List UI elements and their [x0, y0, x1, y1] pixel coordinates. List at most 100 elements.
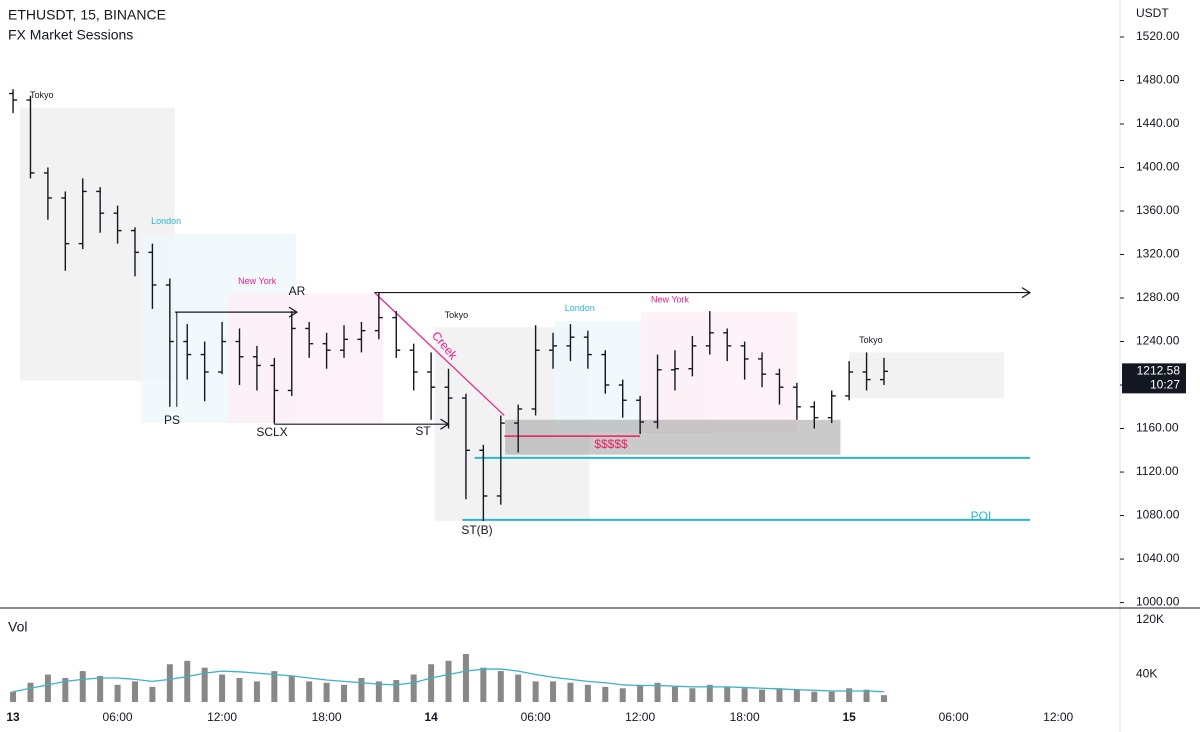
ohlc-bar: [322, 332, 331, 369]
volume-bar: [793, 689, 800, 702]
ohlc-bar: [601, 350, 610, 394]
volume-bar: [602, 686, 609, 702]
volume-bar: [97, 675, 104, 702]
ohlc-bar: [879, 357, 888, 386]
volume-bar: [219, 674, 226, 702]
ohlc-bar: [287, 311, 296, 396]
x-tick-label: 18:00: [730, 710, 760, 724]
ohlc-bar: [496, 415, 505, 505]
volume-bar: [619, 688, 626, 702]
ohlc-bar: [670, 350, 679, 391]
ohlc-bar: [427, 352, 436, 420]
ohlc-bar: [26, 95, 35, 179]
ohlc-bar: [566, 324, 575, 362]
volume-tick-label: 120K: [1136, 612, 1164, 626]
y-tick-label: 1000.00: [1136, 595, 1180, 609]
ohlc-bar: [357, 321, 366, 353]
ohlc-bar: [461, 393, 470, 500]
volume-bar: [323, 682, 330, 702]
x-tick-label: 06:00: [103, 710, 133, 724]
volume-bar: [393, 680, 400, 702]
volume-bar: [811, 691, 818, 702]
x-tick-label: 12:00: [1043, 710, 1073, 724]
volume-bar: [671, 686, 678, 702]
y-tick-label: 1480.00: [1136, 73, 1180, 87]
ohlc-bar: [618, 379, 627, 418]
demand-zone: [505, 419, 841, 455]
annotation: POI: [971, 509, 992, 523]
session-label: New York: [651, 295, 690, 305]
ohlc-bar: [340, 325, 349, 358]
volume-bar: [184, 660, 191, 702]
volume-bar: [288, 675, 295, 702]
y-tick-label: 1080.00: [1136, 508, 1180, 522]
ohlc-bar: [113, 205, 122, 244]
annotation: ST(B): [461, 523, 492, 537]
volume-ma: [12, 668, 885, 693]
annotation: AR: [289, 284, 306, 298]
last-price-label: 1212.58: [1137, 364, 1181, 378]
y-tick-label: 1400.00: [1136, 160, 1180, 174]
annotation: ST: [415, 424, 431, 438]
volume-bar: [445, 660, 452, 702]
volume-bar: [880, 695, 887, 702]
x-tick-label: 14: [424, 710, 438, 724]
volume-bar: [724, 686, 731, 702]
volume-bar: [236, 677, 243, 702]
volume-bar: [410, 674, 417, 702]
volume-bar: [79, 671, 86, 702]
ohlc-bar: [148, 243, 157, 309]
volume-bar: [375, 681, 382, 702]
x-tick-label: 18:00: [312, 710, 342, 724]
last-price-box: [1122, 363, 1186, 394]
volume-bar: [27, 682, 34, 702]
ohlc-bar: [514, 404, 523, 453]
volume-bar: [253, 681, 260, 702]
session-box: [849, 352, 1005, 399]
ohlc-bar: [845, 361, 854, 401]
ohlc-bar: [531, 325, 540, 416]
annotation: PS: [164, 413, 180, 427]
ohlc-bar: [165, 278, 174, 407]
x-tick-label: 12:00: [625, 710, 655, 724]
session-box: [228, 293, 384, 424]
indicator-name: FX Market Sessions: [8, 27, 133, 43]
y-tick-label: 1440.00: [1136, 116, 1180, 130]
ohlc-bar: [252, 345, 261, 391]
ohlc-bar: [78, 178, 87, 250]
y-tick-label: 1160.00: [1136, 421, 1179, 435]
volume-bar: [62, 677, 69, 702]
y-tick-label: 1240.00: [1136, 334, 1180, 348]
y-axis-label: USDT: [1136, 6, 1169, 20]
ohlc-bar: [43, 167, 52, 220]
ohlc-bar: [270, 357, 279, 424]
volume-bar: [846, 688, 853, 702]
countdown-label: 10:27: [1150, 378, 1180, 392]
ohlc-bar: [810, 401, 819, 429]
ohlc-bar: [305, 321, 314, 358]
volume-bar: [271, 671, 278, 702]
ohlc-bar: [549, 332, 558, 369]
ohlc-bar: [200, 341, 209, 402]
volume-bar: [497, 671, 504, 702]
x-tick-label: 12:00: [207, 710, 237, 724]
chart-title: ETHUSDT, 15, BINANCE: [8, 7, 166, 23]
ohlc-bar: [61, 191, 70, 271]
x-tick-label: 15: [842, 710, 856, 724]
volume-bar: [689, 688, 696, 702]
ohlc-bar: [9, 89, 18, 114]
volume-bar: [166, 664, 173, 702]
ohlc-bar: [392, 311, 401, 358]
ohlc-bar: [688, 336, 697, 377]
ohlc-bar: [636, 395, 645, 434]
y-tick-label: 1320.00: [1136, 247, 1180, 261]
y-tick-label: 1040.00: [1136, 551, 1180, 565]
volume-bar: [584, 684, 591, 702]
ohlc-bar: [775, 368, 784, 405]
volume-bar: [131, 681, 138, 702]
ohlc-bar: [792, 382, 801, 420]
volume-label: Vol: [8, 619, 27, 635]
ohlc-bar: [740, 341, 749, 380]
volume-tick-label: 40K: [1136, 667, 1157, 681]
